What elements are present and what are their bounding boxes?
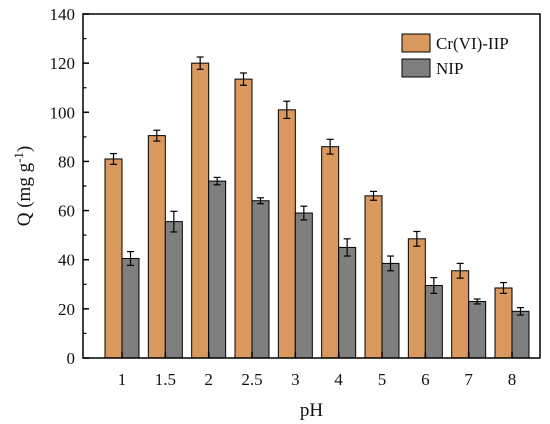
bar-nip bbox=[164, 221, 183, 359]
x-tick-label: 7 bbox=[464, 370, 473, 389]
y-tick-label: 140 bbox=[50, 5, 76, 24]
bar-cr-vi-iip bbox=[407, 238, 426, 359]
y-axis-title-main: Q (mg g bbox=[14, 162, 35, 226]
error-bar-cr-vi-iip bbox=[110, 152, 117, 165]
legend-swatch-cr-vi-iip bbox=[401, 33, 431, 53]
legend-swatch-nip bbox=[401, 58, 431, 78]
legend-label-cr-vi-iip: Cr(VI)-IIP bbox=[436, 34, 509, 53]
error-bar-nip bbox=[343, 238, 351, 257]
x-tick-label: 5 bbox=[378, 370, 387, 389]
error-bar-nip bbox=[473, 298, 481, 305]
bar-nip bbox=[338, 246, 357, 359]
x-tick-label: 1 bbox=[118, 370, 127, 389]
x-axis-title: pH bbox=[300, 400, 324, 421]
bar-nip bbox=[208, 180, 227, 359]
y-tick-label: 60 bbox=[58, 202, 75, 221]
legend-label-nip: NIP bbox=[436, 59, 463, 78]
error-bar-cr-vi-iip bbox=[456, 262, 464, 279]
error-bar-cr-vi-iip bbox=[413, 230, 421, 247]
y-tick-label: 80 bbox=[58, 152, 75, 171]
x-tick-label: 6 bbox=[421, 370, 430, 389]
x-tick-label: 8 bbox=[508, 370, 517, 389]
bar-cr-vi-iip bbox=[364, 195, 383, 359]
error-bar-cr-vi-iip bbox=[500, 281, 507, 294]
y-tick-label: 40 bbox=[58, 251, 75, 270]
error-bar-nip bbox=[257, 197, 264, 205]
y-tick-label: 120 bbox=[50, 54, 76, 73]
error-bar-cr-vi-iip bbox=[370, 190, 377, 201]
x-tick-label: 2.5 bbox=[241, 370, 262, 389]
error-bar-cr-vi-iip bbox=[240, 72, 247, 86]
error-bars-layer bbox=[110, 56, 524, 316]
x-axis: 1 1.5 2 2.5 3 4 5 6 7 8 bbox=[118, 352, 517, 389]
bar-cr-vi-iip bbox=[191, 62, 210, 359]
bar-nip bbox=[381, 262, 400, 359]
bars-layer bbox=[104, 62, 530, 359]
bar-cr-vi-iip bbox=[321, 146, 340, 359]
y-tick-label: 0 bbox=[67, 349, 76, 368]
y-axis: 0 20 40 60 80 100 120 140 bbox=[50, 5, 89, 368]
y-axis-title: Q (mg g-1) bbox=[11, 146, 35, 227]
bar-cr-vi-iip bbox=[494, 287, 513, 359]
y-tick-label: 20 bbox=[58, 300, 75, 319]
x-tick-label: 3 bbox=[291, 370, 300, 389]
bar-nip bbox=[468, 300, 487, 359]
bar-nip bbox=[294, 212, 313, 359]
error-bar-nip bbox=[127, 251, 134, 266]
bar-nip bbox=[424, 285, 443, 359]
bar-cr-vi-iip bbox=[104, 158, 123, 359]
x-tick-label: 1.5 bbox=[155, 370, 176, 389]
error-bar-nip bbox=[387, 255, 394, 272]
bar-cr-vi-iip bbox=[234, 78, 253, 359]
y-axis-title-superscript: -1 bbox=[11, 152, 26, 163]
y-axis-title-close: ) bbox=[14, 146, 35, 152]
x-tick-label: 2 bbox=[204, 370, 213, 389]
bar-nip bbox=[121, 257, 140, 359]
error-bar-nip bbox=[170, 210, 178, 233]
error-bar-cr-vi-iip bbox=[196, 56, 204, 70]
bar-cr-vi-iip bbox=[451, 270, 470, 359]
error-bar-cr-vi-iip bbox=[153, 129, 161, 142]
x-tick-label: 4 bbox=[334, 370, 343, 389]
error-bar-nip bbox=[430, 277, 438, 294]
bar-cr-vi-iip bbox=[277, 109, 296, 359]
y-tick-label: 100 bbox=[50, 103, 76, 122]
bar-nip bbox=[251, 200, 270, 359]
legend: Cr(VI)-IIP NIP bbox=[401, 33, 509, 78]
error-bar-nip bbox=[213, 176, 221, 186]
error-bar-nip bbox=[517, 307, 524, 316]
error-bar-cr-vi-iip bbox=[326, 138, 334, 155]
bar-nip bbox=[511, 310, 530, 359]
bar-cr-vi-iip bbox=[147, 135, 166, 359]
error-bar-nip bbox=[300, 205, 308, 221]
error-bar-cr-vi-iip bbox=[283, 100, 291, 120]
